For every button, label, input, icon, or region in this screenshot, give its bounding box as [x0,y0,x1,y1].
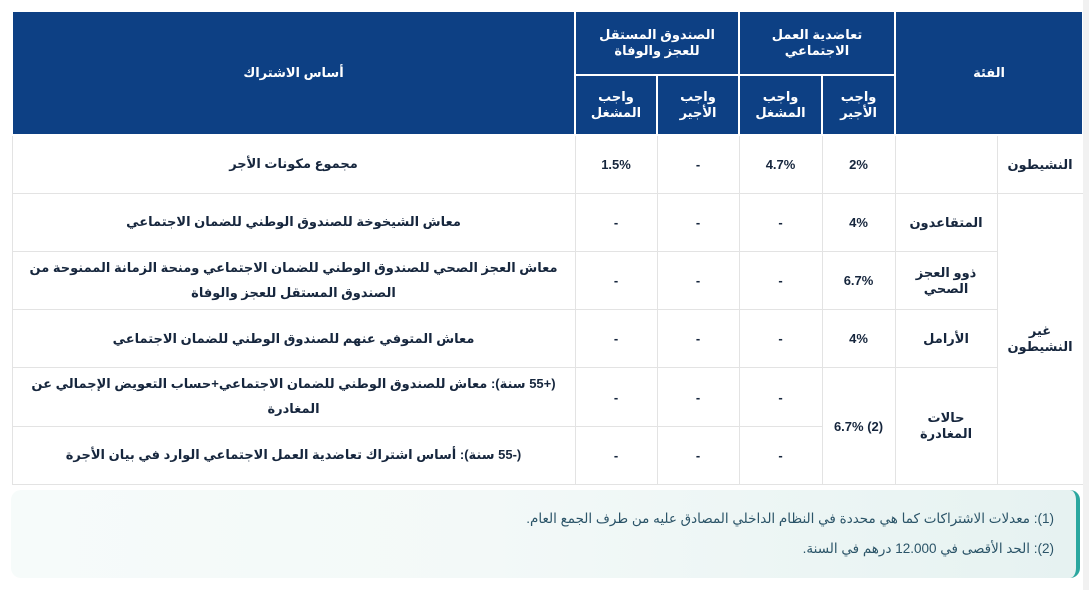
footnotes-box: (1): معدلات الاشتراكات كما هي محددة في ا… [11,490,1080,578]
cell-mutual-employee: 2% [821,134,896,194]
cell-fund-employee: - [656,367,740,427]
header-fund-group: الصندوق المستقل للعجز والوفاة [573,10,741,76]
cell-fund-employer: 1.5% [574,134,658,194]
table-row-leavers-under55: - - - (-55 سنة): أساس اشتراك تعاضدية الع… [11,425,1083,485]
cell-subcategory [894,134,998,194]
table-row-widows: الأرامل 4% - - - معاش المتوفي عنهم للصند… [11,309,1083,369]
cell-category: النشيطون [996,134,1084,194]
table-row-disabled: ذوو العجز الصحي 6.7% - - - معاش العجز ال… [11,250,1083,311]
cell-fund-employer: - [574,309,658,369]
cell-fund-employer: - [574,250,658,311]
header-row-groups: الفئة تعاضدية العمل الاجتماعي الصندوق ال… [11,10,1085,136]
table-row-leavers-over55: حالات المغادرة 6.7% (2) - - - (+55 سنة):… [11,367,1083,485]
cell-fund-employer: - [574,367,658,427]
cell-basis: معاش الشيخوخة للصندوق الوطني للضمان الاج… [11,193,576,252]
cell-fund-employee: - [656,193,740,252]
cell-basis: معاش المتوفي عنهم للصندوق الوطني للضمان … [11,309,576,369]
header-mutual-employee-duty: واجب الأجير [821,74,897,136]
table-row-actives: النشيطون 2% 4.7% - 1.5% مجموع مكونات الأ… [11,134,1084,194]
cell-mutual-employee: 6.7% [821,250,896,311]
cell-mutual-employee: 6.7% (2) [821,367,896,485]
footnote-2: (2): الحد الأقصى في 12.000 درهم في السنة… [802,541,1054,557]
cell-fund-employee: - [656,425,740,485]
cell-basis: (+55 سنة): معاش للصندوق الوطني للضمان ال… [11,367,576,427]
header-mutual-group: تعاضدية العمل الاجتماعي [738,10,897,76]
cell-fund-employee: - [656,250,740,311]
cell-mutual-employer: - [738,367,823,427]
header-fund-employee-duty: واجب الأجير [656,74,741,136]
cell-subcategory: الأرامل [894,309,998,369]
header-mutual-employer-duty: واجب المشغل [738,74,824,136]
cell-mutual-employee: 4% [821,309,896,369]
header-row-duties: واجب الأجير واجب المشغل واجب الأجير واجب… [12,74,1083,136]
vertical-scrollbar[interactable] [1083,0,1089,590]
cell-mutual-employer: - [738,193,823,252]
cell-basis: معاش العجز الصحي للصندوق الوطني للضمان ا… [11,250,576,311]
cell-subcategory: حالات المغادرة [894,367,998,485]
header-category: الفئة [894,10,1085,136]
cell-mutual-employer: - [738,309,823,369]
header-fund-employer-duty: واجب المشغل [573,74,659,136]
merged-rate-value: 6.7% (2) [833,418,884,434]
table-row-retirees: غير النشيطون المتقاعدون 4% - - - معاش ال… [11,193,1084,485]
cell-fund-employee: - [656,309,740,369]
cell-fund-employee: - [656,134,740,194]
cell-mutual-employer: 4.7% [738,134,823,194]
footnote-1: (1): معدلات الاشتراكات كما هي محددة في ا… [526,510,1054,526]
cell-subcategory: ذوو العجز الصحي [894,250,998,311]
cell-fund-employer: - [574,193,658,252]
contribution-rates-table: الفئة تعاضدية العمل الاجتماعي الصندوق ال… [11,10,1085,485]
cell-mutual-employer: - [738,250,823,311]
cell-fund-employer: - [574,425,658,485]
cell-basis: (-55 سنة): أساس اشتراك تعاضدية العمل الا… [11,425,576,485]
cell-basis: مجموع مكونات الأجر [11,134,576,194]
cell-category: غير النشيطون [996,193,1084,485]
cell-subcategory: المتقاعدون [894,193,998,252]
cell-mutual-employee: 4% [821,193,896,252]
cell-mutual-employer: - [738,425,823,485]
header-basis: أساس الاشتراك [11,10,576,136]
